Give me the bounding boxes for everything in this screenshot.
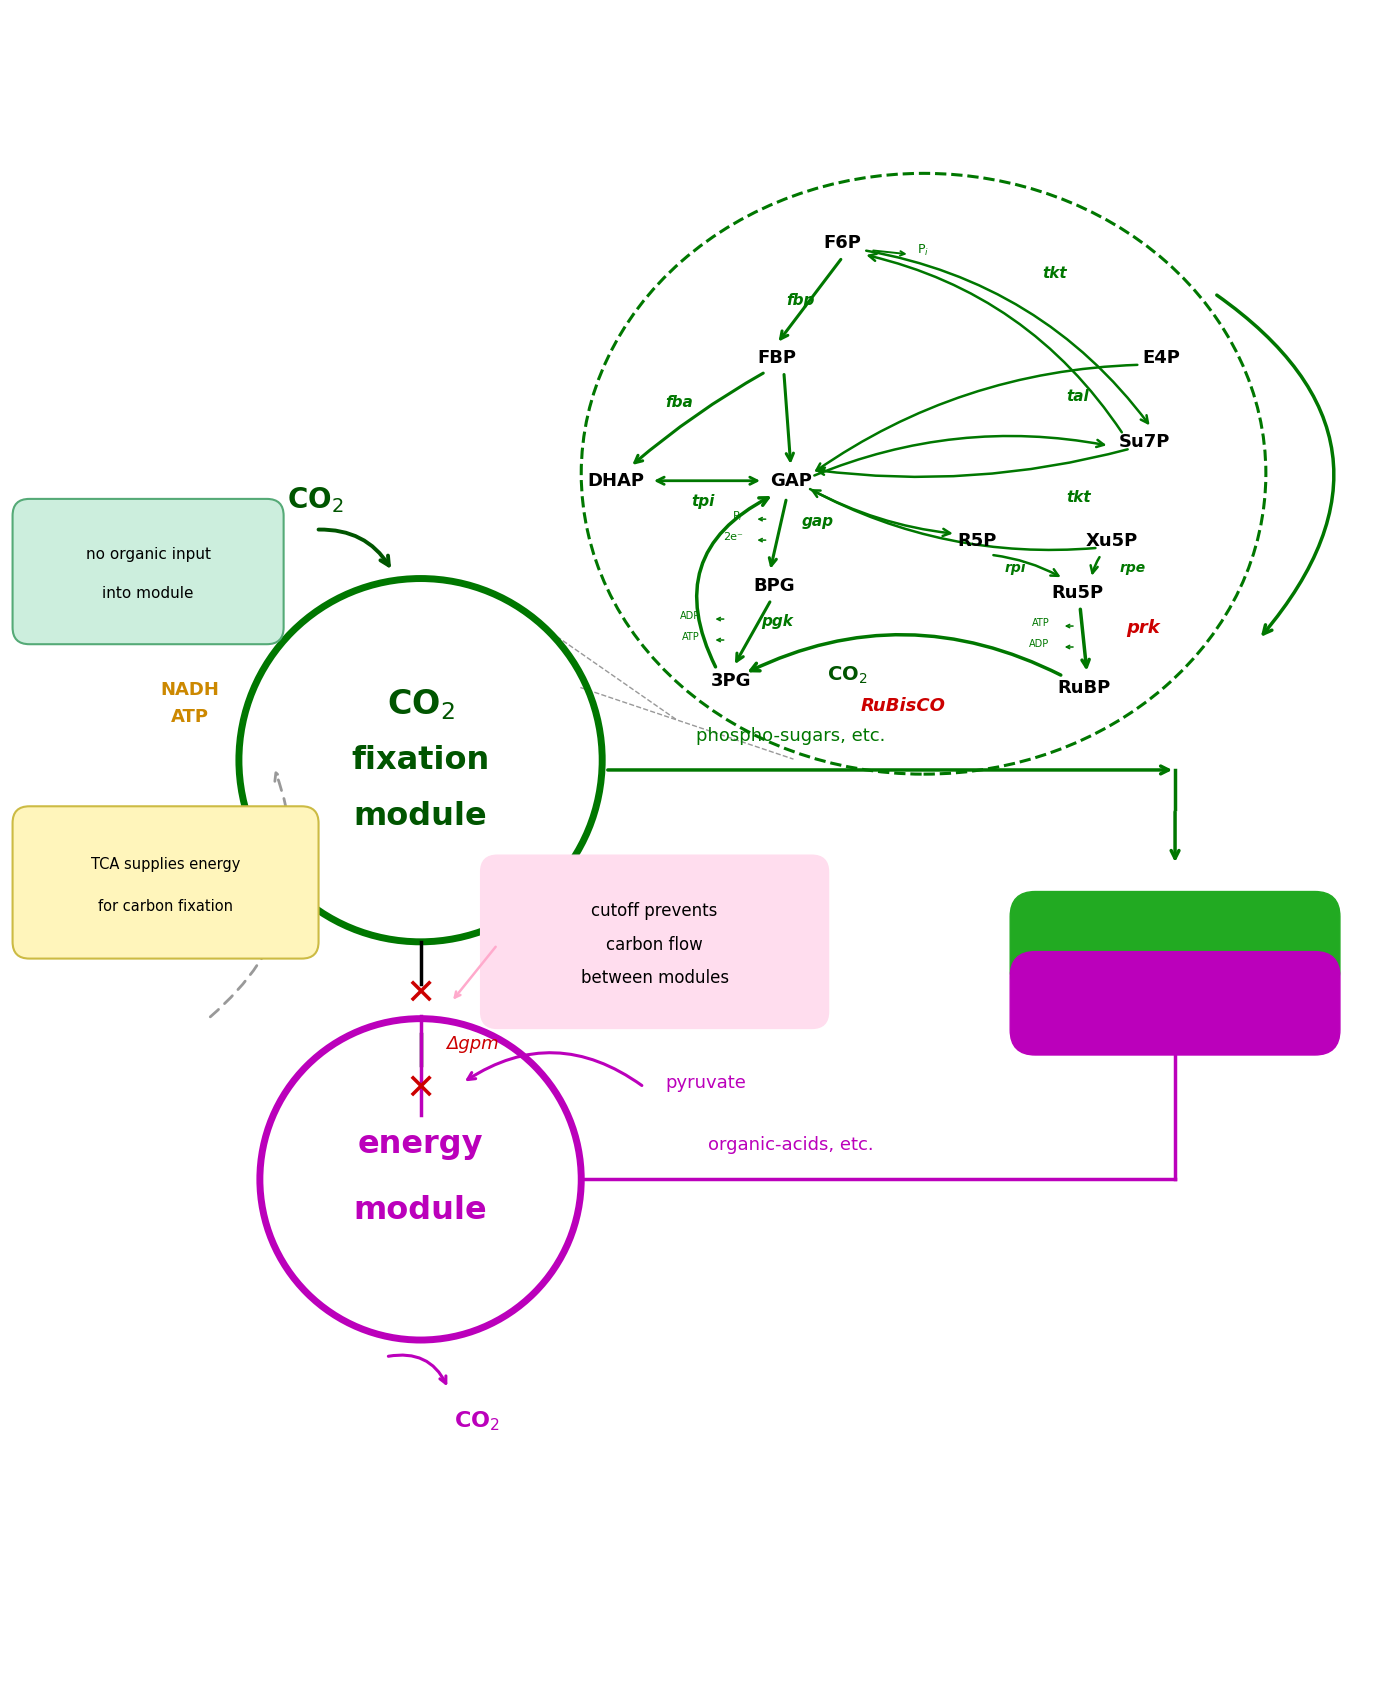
Text: CO$_2$: CO$_2$ <box>287 485 344 516</box>
Text: rpi: rpi <box>1005 560 1026 575</box>
Text: ATP: ATP <box>1032 618 1050 628</box>
Text: NADH: NADH <box>161 681 220 700</box>
Text: no organic input: no organic input <box>85 548 210 562</box>
Text: R5P: R5P <box>958 531 997 550</box>
Text: CO$_2$: CO$_2$ <box>826 664 867 686</box>
Text: BPG: BPG <box>753 577 795 594</box>
Text: for carbon fixation: for carbon fixation <box>98 899 232 914</box>
Text: CO$_2$: CO$_2$ <box>454 1409 500 1433</box>
Text: tkt: tkt <box>1043 266 1067 281</box>
Text: into module: into module <box>102 587 193 601</box>
Text: module: module <box>354 1195 487 1225</box>
Text: from organic carbon: from organic carbon <box>1088 996 1261 1011</box>
Text: GAP: GAP <box>770 471 812 490</box>
Text: tpi: tpi <box>692 494 715 509</box>
Text: ADP: ADP <box>680 611 700 621</box>
Text: CO$_2$: CO$_2$ <box>386 688 455 722</box>
Text: RuBisCO: RuBisCO <box>860 698 945 715</box>
Text: fbp: fbp <box>787 293 815 308</box>
Text: cutoff prevents: cutoff prevents <box>591 902 718 921</box>
Text: RuBP: RuBP <box>1057 679 1110 696</box>
FancyBboxPatch shape <box>1011 951 1340 1055</box>
Text: from CO$_2$: from CO$_2$ <box>1133 933 1218 953</box>
Text: phospho-sugars, etc.: phospho-sugars, etc. <box>696 727 886 745</box>
Text: ADP: ADP <box>1029 638 1050 648</box>
FancyBboxPatch shape <box>13 499 284 645</box>
Text: tal: tal <box>1065 390 1089 403</box>
Text: DHAP: DHAP <box>588 471 644 490</box>
Text: carbon flow: carbon flow <box>606 936 703 953</box>
FancyBboxPatch shape <box>13 807 319 958</box>
Text: ATP: ATP <box>171 708 209 725</box>
Text: fixation: fixation <box>351 745 490 776</box>
Text: prk: prk <box>1126 620 1161 637</box>
Text: organic-acids, etc.: organic-acids, etc. <box>708 1137 874 1154</box>
Text: rpe: rpe <box>1119 560 1145 575</box>
FancyBboxPatch shape <box>1011 892 1340 996</box>
Text: FBP: FBP <box>757 349 797 366</box>
Text: ATP: ATP <box>682 631 700 642</box>
Text: pgk: pgk <box>762 614 794 630</box>
Text: Su7P: Su7P <box>1119 432 1170 451</box>
Text: ✕: ✕ <box>406 1072 435 1106</box>
FancyBboxPatch shape <box>480 854 829 1028</box>
Text: 2e⁻: 2e⁻ <box>724 533 743 543</box>
Text: E4P: E4P <box>1142 349 1180 366</box>
Text: between modules: between modules <box>581 968 728 987</box>
Text: module: module <box>354 800 487 832</box>
Text: 3PG: 3PG <box>710 672 750 689</box>
Text: gap: gap <box>802 514 834 529</box>
Text: tkt: tkt <box>1065 490 1091 505</box>
Text: Δgpm: Δgpm <box>445 1035 498 1054</box>
Text: energy: energy <box>358 1128 483 1161</box>
Text: TCA supplies energy: TCA supplies energy <box>91 858 241 871</box>
Text: pyruvate: pyruvate <box>665 1074 746 1093</box>
Text: F6P: F6P <box>823 235 861 252</box>
Text: Xu5P: Xu5P <box>1086 531 1138 550</box>
Text: ✕: ✕ <box>406 979 435 1013</box>
Text: Ru5P: Ru5P <box>1051 584 1103 601</box>
Text: biomass: biomass <box>1131 897 1218 917</box>
Text: P$_i$: P$_i$ <box>732 509 743 523</box>
Text: P$_i$: P$_i$ <box>917 243 928 257</box>
Text: fba: fba <box>665 395 693 410</box>
